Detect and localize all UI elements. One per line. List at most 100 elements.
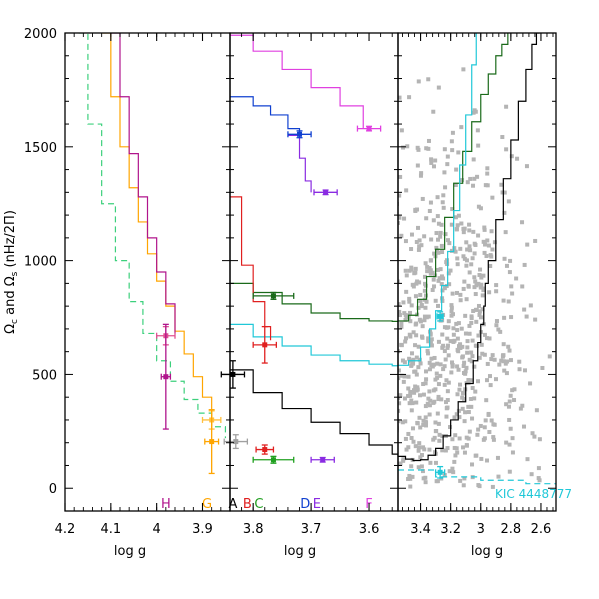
x-tick-label: 3.7 — [301, 522, 322, 537]
scatter-point — [449, 303, 454, 308]
scatter-point — [429, 157, 434, 162]
scatter-point — [454, 412, 459, 417]
scatter-point — [401, 145, 406, 150]
scatter-point — [431, 164, 436, 169]
scatter-point — [402, 360, 407, 365]
series-line-2-2 — [398, 33, 540, 462]
scatter-point — [467, 228, 472, 233]
y-tick-label: 500 — [32, 368, 57, 383]
scatter-point — [462, 226, 467, 231]
scatter-point — [388, 335, 392, 339]
scatter-point — [466, 377, 471, 382]
scatter-point — [437, 276, 442, 281]
scatter-point — [445, 446, 450, 451]
scatter-point — [484, 398, 489, 403]
scatter-point — [427, 367, 432, 372]
scatter-point — [522, 368, 527, 373]
scatter-point — [398, 215, 402, 220]
scatter-point — [458, 478, 463, 483]
scatter-point — [426, 336, 431, 341]
scatter-point — [461, 363, 466, 368]
scatter-point — [467, 357, 472, 362]
scatter-point — [429, 160, 434, 165]
scatter-point — [444, 405, 449, 410]
scatter-point — [520, 403, 525, 408]
scatter-point — [416, 147, 421, 152]
scatter-point — [438, 234, 443, 239]
scatter-point — [478, 423, 483, 428]
scatter-point — [429, 343, 434, 348]
scatter-point — [380, 369, 384, 373]
scatter-point — [412, 390, 417, 395]
scatter-point — [417, 441, 422, 446]
scatter-point — [430, 287, 435, 292]
scatter-point — [463, 410, 468, 415]
scatter-point — [467, 323, 472, 328]
scatter-point — [393, 228, 397, 232]
scatter-point — [399, 373, 404, 378]
scatter-point — [489, 357, 494, 362]
scatter-point — [507, 348, 512, 353]
scatter-point — [436, 394, 441, 399]
series-line-2-1 — [398, 33, 477, 366]
scatter-point — [409, 398, 414, 403]
scatter-point — [434, 231, 439, 236]
scatter-point — [388, 382, 392, 386]
scatter-point — [393, 470, 397, 474]
scatter-point — [444, 378, 449, 383]
scatter-point — [449, 370, 454, 375]
scatter-point — [406, 386, 411, 391]
scatter-point — [547, 354, 552, 359]
scatter-point — [409, 303, 414, 308]
scatter-point — [440, 448, 445, 453]
scatter-point — [442, 382, 447, 387]
scatter-point — [435, 214, 440, 219]
scatter-point — [414, 355, 419, 360]
scatter-point — [418, 319, 423, 324]
scatter-point — [469, 320, 474, 325]
scatter-point — [407, 332, 412, 337]
scatter-point — [367, 252, 371, 256]
scatter-point — [388, 355, 392, 359]
scatter-point — [413, 384, 418, 389]
scatter-point — [426, 77, 431, 82]
scatter-point — [379, 161, 383, 165]
scatter-point — [494, 319, 499, 324]
scatter-point — [401, 379, 406, 384]
scatter-point — [370, 409, 374, 413]
scatter-point — [493, 377, 498, 382]
scatter-point — [457, 415, 462, 420]
scatter-point — [427, 208, 432, 213]
scatter-point — [419, 464, 424, 469]
scatter-point — [433, 377, 438, 382]
scatter-point — [389, 231, 393, 235]
scatter-point — [465, 339, 470, 344]
scatter-point — [451, 332, 456, 337]
scatter-point — [440, 288, 445, 293]
scatter-point — [522, 262, 527, 267]
scatter-point — [428, 331, 433, 336]
scatter-point — [455, 256, 460, 261]
scatter-point — [424, 369, 429, 374]
scatter-point — [458, 292, 463, 297]
scatter-point — [414, 333, 419, 338]
x-tick-label: 3.6 — [359, 522, 380, 537]
scatter-point — [398, 419, 401, 424]
scatter-point — [440, 298, 445, 303]
scatter-point — [472, 285, 477, 290]
scatter-point — [473, 307, 478, 312]
scatter-point — [421, 382, 426, 387]
scatter-point — [413, 294, 418, 299]
x-axis-label-middle: log g — [284, 544, 316, 559]
scatter-point — [416, 247, 421, 252]
scatter-point — [454, 227, 459, 232]
scatter-point — [450, 363, 455, 368]
scatter-point — [445, 345, 450, 350]
scatter-point — [433, 450, 438, 455]
scatter-point — [377, 208, 381, 212]
scatter-point — [406, 477, 411, 482]
scatter-point — [452, 246, 457, 251]
scatter-point — [506, 299, 511, 304]
scatter-point — [387, 458, 391, 462]
scatter-point — [463, 331, 468, 336]
